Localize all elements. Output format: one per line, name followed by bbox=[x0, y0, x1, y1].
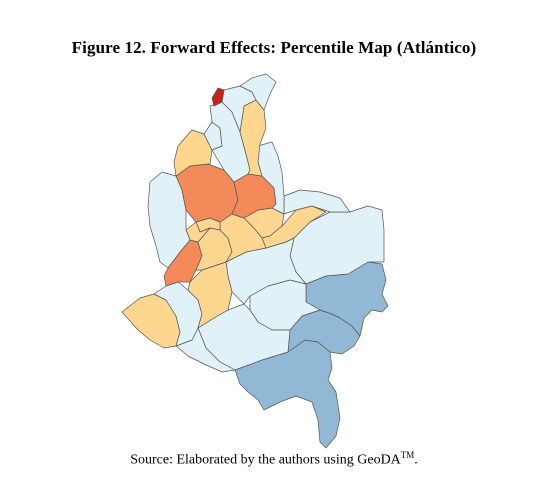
source-text: Source: Elaborated by the authors using … bbox=[130, 452, 401, 468]
region-atlantico bbox=[211, 87, 225, 107]
region-la-guajira bbox=[239, 73, 277, 111]
region-casanare bbox=[261, 205, 327, 249]
source-end: . bbox=[414, 452, 418, 468]
region-arauca bbox=[283, 189, 351, 215]
source-note: Source: Elaborated by the authors using … bbox=[0, 450, 548, 469]
region-cordoba bbox=[173, 129, 213, 177]
figure-title: Figure 12. Forward Effects: Percentile M… bbox=[71, 38, 477, 57]
source-trademark: TM bbox=[400, 450, 415, 460]
